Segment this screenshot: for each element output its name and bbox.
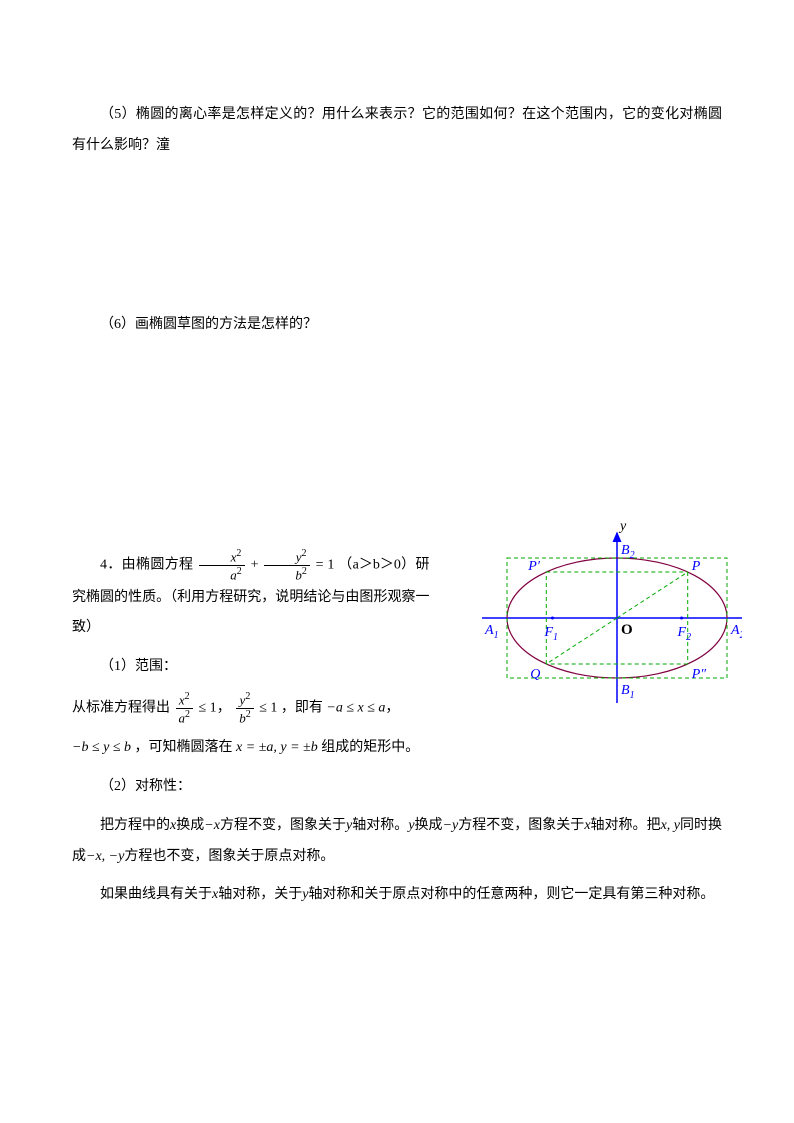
svg-text:P″: P″: [691, 667, 707, 682]
svg-text:F2: F2: [677, 625, 692, 643]
t: 换成: [176, 818, 204, 833]
svg-text:P: P: [691, 559, 701, 574]
sub1-body: 从标准方程得出 x2a2 ≤ 1 ， y2b2 ≤ 1 ，即有 −a ≤ x ≤ …: [72, 691, 449, 725]
v: −x, −y: [86, 849, 124, 864]
sub1-title: （1）范围：: [72, 652, 430, 683]
t: 轴对称。: [352, 818, 408, 833]
blank-space: [72, 170, 722, 310]
svg-text:O: O: [621, 622, 633, 638]
t: 轴对称和关于原点对称中的任意两种，则它一定具有第三种对称。: [308, 887, 714, 902]
fraction: y2b2: [236, 691, 254, 725]
sub2-p2: 如果曲线具有关于x轴对称，关于y轴对称和关于原点对称中的任意两种，则它一定具有第…: [72, 880, 722, 911]
t: 方程不变，图象关于: [458, 818, 584, 833]
svg-text:F1: F1: [543, 625, 558, 643]
section-4-intro: 4．由椭圆方程 x2a2 + y2b2 = 1 （a＞b＞0）研究椭圆的性质。（…: [72, 548, 430, 644]
fraction: x2a2: [199, 548, 245, 582]
t: 轴对称。把: [591, 818, 661, 833]
t: 把方程中的: [100, 818, 170, 833]
ineq: ≤ 1: [199, 700, 217, 715]
section-4: yxOA1A2B2B1F1F2PP′P″Q 4．由椭圆方程 x2a2 + y2b…: [72, 548, 722, 911]
fraction: y2b2: [264, 548, 310, 582]
range-x: −a ≤ x ≤ a: [326, 700, 385, 715]
prefix: 从标准方程得出: [72, 700, 174, 715]
ineq: ≤ 1: [259, 700, 277, 715]
v: x, y: [661, 818, 680, 833]
svg-text:y: y: [618, 519, 627, 534]
sep: ，: [385, 700, 399, 715]
ellipse-diagram: yxOA1A2B2B1F1F2PP′P″Q: [452, 518, 742, 718]
question-6: （6）画椭圆草图的方法是怎样的？: [72, 310, 722, 341]
sub2-title: （2）对称性：: [72, 772, 722, 803]
svg-text:B1: B1: [621, 683, 635, 701]
v: −y: [443, 818, 459, 833]
tail-expr: x = ±a, y = ±b: [236, 740, 318, 755]
svg-text:A2: A2: [730, 623, 742, 641]
t: 如果曲线具有关于: [100, 887, 212, 902]
sub2-p1: 把方程中的x换成−x方程不变，图象关于y轴对称。y换成−y方程不变，图象关于x轴…: [72, 811, 722, 873]
fraction: x2a2: [176, 691, 194, 725]
v: −x: [204, 818, 220, 833]
sub1-body2: −b ≤ y ≤ b ，可知椭圆落在 x = ±a, y = ±b 组成的矩形中…: [72, 733, 722, 764]
intro-prefix: 4．由椭圆方程: [100, 558, 197, 573]
t: 方程不变，图象关于: [220, 818, 346, 833]
t: 轴对称，关于: [218, 887, 302, 902]
eq: = 1: [316, 558, 335, 573]
svg-text:P′: P′: [527, 559, 541, 574]
mid: ，即有: [281, 700, 323, 715]
svg-text:A1: A1: [484, 623, 499, 641]
t: 换成: [415, 818, 443, 833]
range-y: −b ≤ y ≤ b: [72, 740, 131, 755]
svg-text:Q: Q: [530, 667, 540, 682]
question-5: （5）椭圆的离心率是怎样定义的？用什么来表示？它的范围如何？在这个范围内，它的变…: [72, 100, 722, 162]
tail-b: 组成的矩形中。: [321, 740, 419, 755]
t: 方程也不变，图象关于原点对称。: [124, 849, 334, 864]
tail-a: ，可知椭圆落在: [135, 740, 233, 755]
